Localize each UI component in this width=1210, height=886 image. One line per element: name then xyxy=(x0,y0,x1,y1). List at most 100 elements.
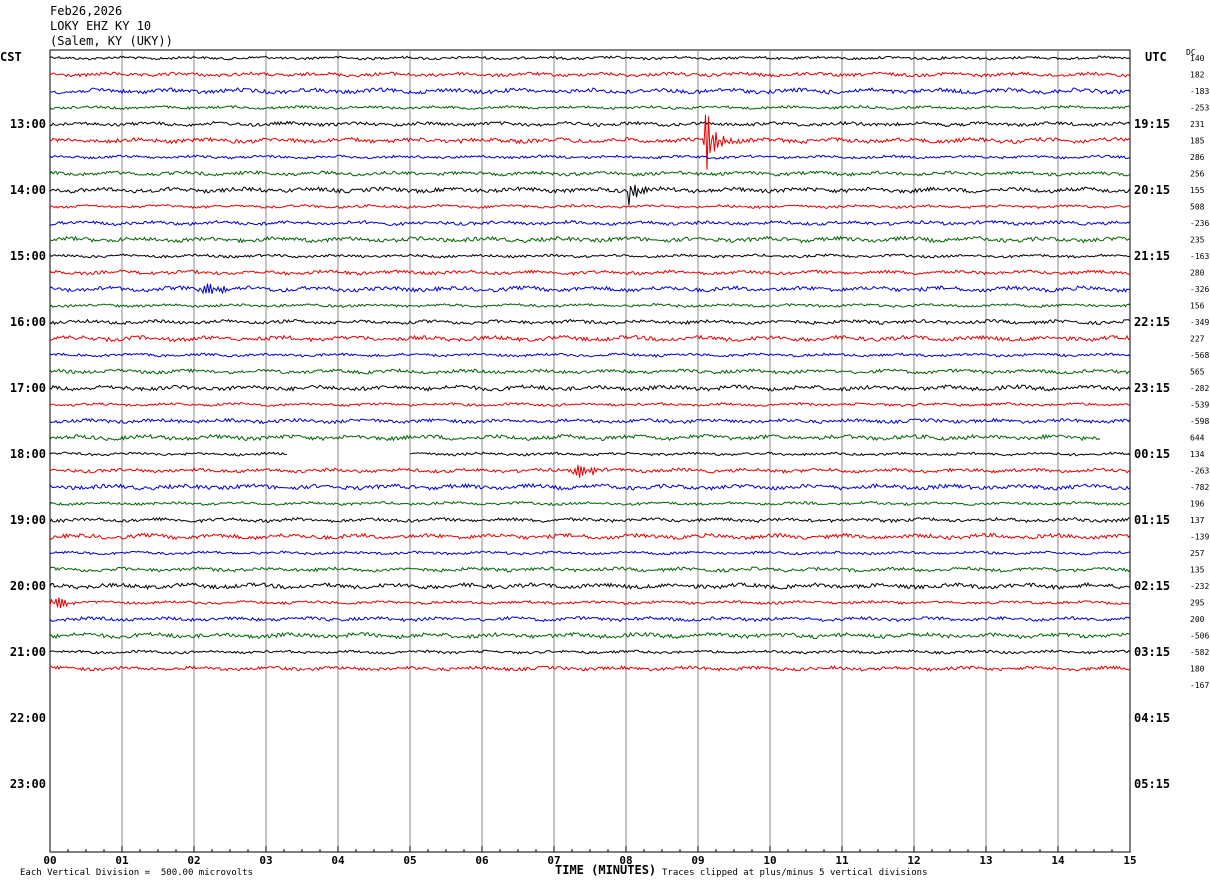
utc-hour-label: 21:15 xyxy=(1134,249,1170,263)
x-tick-label: 02 xyxy=(187,854,200,867)
seismic-trace xyxy=(49,154,1131,160)
dc-offset-label: 565 xyxy=(1190,368,1205,377)
dc-offset-label: 185 xyxy=(1190,137,1205,146)
seismic-trace xyxy=(49,334,1131,343)
x-tick-label: 06 xyxy=(475,854,489,867)
x-tick-label: 03 xyxy=(259,854,272,867)
x-tick-label: 15 xyxy=(1123,854,1136,867)
dc-offset-label: 140 xyxy=(1190,54,1205,63)
x-tick-label: 04 xyxy=(331,854,345,867)
cst-hour-label: 13:00 xyxy=(10,117,46,131)
dc-offset-label: -506 xyxy=(1190,632,1209,641)
x-tick-label: 01 xyxy=(115,854,129,867)
seismic-trace xyxy=(49,615,1131,623)
seismic-trace xyxy=(49,235,1131,244)
dc-offset-label: -253 xyxy=(1190,104,1209,113)
seismic-trace xyxy=(49,219,1131,227)
dc-offset-label: 286 xyxy=(1190,153,1205,162)
dc-offset-label: -326 xyxy=(1190,285,1209,294)
seismic-trace xyxy=(49,566,1131,573)
dc-offset-label: -782 xyxy=(1190,483,1209,492)
cst-hour-label: 19:00 xyxy=(10,513,46,527)
seismic-trace xyxy=(49,384,1131,393)
dc-offset-label: 135 xyxy=(1190,566,1205,575)
x-tick-label: 10 xyxy=(763,854,776,867)
dc-offset-label: -163 xyxy=(1190,252,1209,261)
seismic-trace xyxy=(49,516,1131,524)
dc-offset-label: 155 xyxy=(1190,186,1205,195)
seismic-trace xyxy=(49,318,1131,326)
seismic-trace xyxy=(49,532,1131,541)
dc-offset-label: 295 xyxy=(1190,599,1205,608)
seismic-trace xyxy=(49,120,1131,128)
utc-hour-label: 01:15 xyxy=(1134,513,1170,527)
x-tick-label: 05 xyxy=(403,854,416,867)
dc-offset-label: 196 xyxy=(1190,500,1205,509)
x-tick-label: 00 xyxy=(43,854,56,867)
x-tick-label: 12 xyxy=(907,854,920,867)
seismic-trace xyxy=(49,170,1131,177)
seismic-trace xyxy=(49,87,1131,95)
dc-offset-label: -349 xyxy=(1190,318,1209,327)
dc-offset-label: 156 xyxy=(1190,302,1205,311)
clip-note: Traces clipped at plus/minus 5 vertical … xyxy=(662,868,928,878)
seismic-trace xyxy=(49,352,1131,358)
plot-frame xyxy=(49,49,1131,853)
plot-date: Feb26,2026 xyxy=(50,4,123,18)
station-name: LOKY EHZ KY 10 xyxy=(50,19,152,33)
seismic-trace xyxy=(49,203,1131,210)
cst-hour-label: 20:00 xyxy=(10,579,46,593)
seismic-trace xyxy=(49,464,1131,478)
dc-offset-label: 508 xyxy=(1190,203,1205,212)
dc-offset-label: 182 xyxy=(1190,71,1205,80)
dc-offset-label: -183 xyxy=(1190,87,1209,96)
dc-offset-label: 644 xyxy=(1190,434,1205,443)
cst-hour-label: 17:00 xyxy=(10,381,46,395)
dc-label: DC xyxy=(1186,48,1196,57)
dc-offset-label: 280 xyxy=(1190,269,1205,278)
seismic-trace xyxy=(49,433,1101,442)
seismic-trace xyxy=(49,597,1131,609)
seismic-trace xyxy=(49,500,1131,507)
utc-hour-label: 05:15 xyxy=(1134,777,1170,791)
x-tick-label: 13 xyxy=(979,854,992,867)
dc-offset-label: -539 xyxy=(1190,401,1209,410)
utc-hour-label: 02:15 xyxy=(1134,579,1170,593)
utc-hour-label: 23:15 xyxy=(1134,381,1170,395)
seismic-trace xyxy=(49,665,1131,672)
dc-offset-label: 231 xyxy=(1190,120,1205,129)
x-tick-label: 08 xyxy=(619,854,632,867)
seismic-trace xyxy=(49,71,1131,78)
utc-hour-label: 03:15 xyxy=(1134,645,1170,659)
utc-hour-label: 20:15 xyxy=(1134,183,1170,197)
seismic-trace xyxy=(49,631,1131,640)
seismic-trace xyxy=(49,368,1131,375)
station-location: (Salem, KY (UKY)) xyxy=(50,34,173,48)
cst-hour-label: 21:00 xyxy=(10,645,46,659)
dc-offset-label: -568 xyxy=(1190,351,1209,360)
seismic-trace xyxy=(49,184,1131,206)
cst-hour-label: 23:00 xyxy=(10,777,46,791)
utc-hour-label: 19:15 xyxy=(1134,117,1170,131)
dc-offset-label: 200 xyxy=(1190,615,1205,624)
dc-offset-label: -282 xyxy=(1190,384,1209,393)
dc-offset-label: 227 xyxy=(1190,335,1205,344)
seismic-trace xyxy=(49,302,1131,309)
seismic-trace xyxy=(49,402,1131,408)
cst-axis-label: CST xyxy=(0,50,22,64)
seismic-trace xyxy=(49,417,1131,425)
utc-hour-label: 00:15 xyxy=(1134,447,1170,461)
cst-hour-label: 15:00 xyxy=(10,249,46,263)
utc-axis-label: UTC xyxy=(1145,50,1167,64)
cst-hour-label: 22:00 xyxy=(10,711,46,725)
dc-offset-label: 235 xyxy=(1190,236,1205,245)
cst-hour-label: 18:00 xyxy=(10,447,46,461)
seismic-trace xyxy=(49,114,1131,170)
seismic-trace xyxy=(49,253,1131,259)
dc-offset-label: 257 xyxy=(1190,549,1205,558)
scale-note: Each Vertical Division = 500.00 microvol… xyxy=(20,868,253,878)
seismic-trace xyxy=(49,55,1131,61)
dc-offset-label: 256 xyxy=(1190,170,1205,179)
dc-offset-label: -263 xyxy=(1190,467,1209,476)
